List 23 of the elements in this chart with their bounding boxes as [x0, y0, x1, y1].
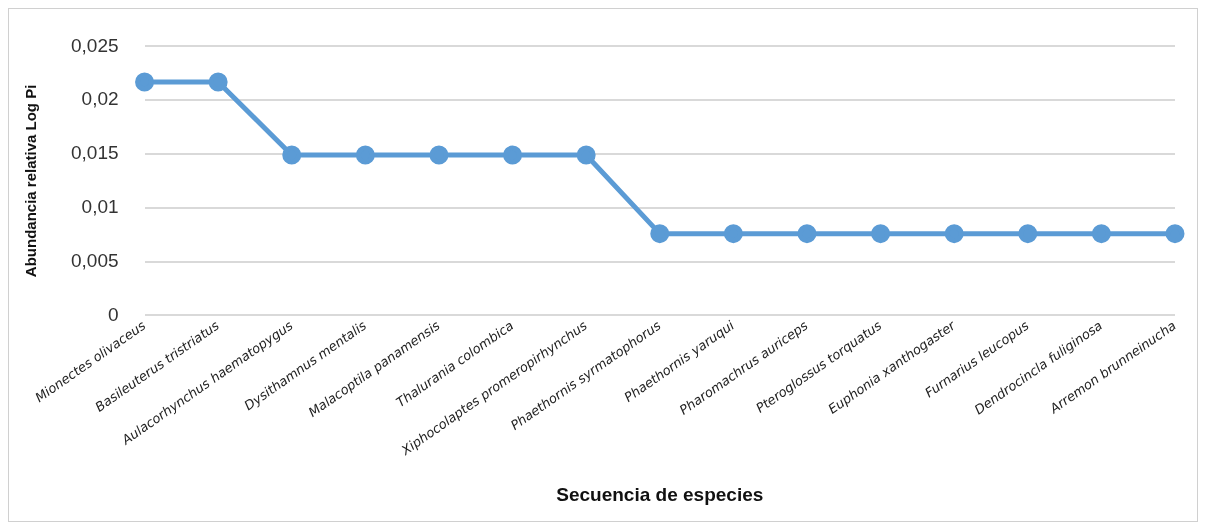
point	[208, 72, 228, 92]
y-tick-label: 0,025	[71, 34, 119, 56]
point	[576, 145, 596, 165]
point	[1018, 224, 1038, 244]
y-tick-label: 0,01	[81, 196, 119, 218]
y-tick-label: 0,005	[71, 249, 119, 271]
point	[282, 145, 302, 165]
x-axis-title: Secuencia de especies	[556, 483, 764, 505]
point	[871, 224, 891, 244]
point	[135, 72, 155, 92]
point	[944, 224, 964, 244]
point	[797, 224, 817, 244]
y-tick-label: 0,015	[71, 142, 119, 164]
y-tick-label: 0	[107, 303, 119, 325]
point	[429, 145, 449, 165]
point	[1091, 224, 1111, 244]
point	[355, 145, 375, 165]
point	[723, 224, 743, 244]
y-tick-label: 0,02	[81, 88, 119, 110]
point	[1165, 224, 1185, 244]
point	[650, 224, 670, 244]
point	[503, 145, 523, 165]
y-axis-title: Abundancia relativa Log Pi	[22, 84, 40, 278]
